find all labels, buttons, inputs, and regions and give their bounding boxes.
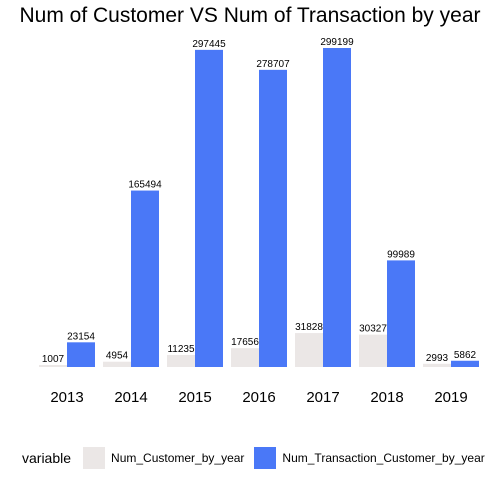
x-tick-label-2016: 2016	[242, 389, 275, 406]
legend-title: variable	[22, 450, 71, 466]
bar-customer-2016	[231, 348, 259, 367]
legend-label-transaction: Num_Transaction_Customer_by_year	[282, 451, 484, 465]
bar-transaction-2018	[387, 260, 415, 367]
bar-transaction-2013	[67, 342, 95, 367]
bar-customer-2014	[103, 362, 131, 367]
x-tick-label-2013: 2013	[50, 389, 83, 406]
x-tick-label-2018: 2018	[370, 389, 403, 406]
data-label-transaction-2016: 278707	[256, 59, 290, 70]
data-label-customer-2013: 1007	[42, 354, 65, 365]
bar-customer-2018	[359, 335, 387, 367]
legend-item-customer: Num_Customer_by_year	[83, 447, 244, 469]
legend-swatch-transaction	[254, 447, 276, 469]
bar-customer-2019	[423, 364, 451, 367]
legend-swatch-customer	[83, 447, 105, 469]
data-label-transaction-2014: 165494	[128, 180, 162, 191]
data-label-transaction-2017: 299199	[320, 37, 354, 48]
data-label-customer-2018: 30327	[359, 324, 387, 335]
x-tick-label-2017: 2017	[306, 389, 339, 406]
bar-customer-2017	[295, 333, 323, 367]
bar-transaction-2014	[131, 191, 159, 367]
legend: variable Num_Customer_by_year Num_Transa…	[22, 446, 495, 470]
bar-customer-2013	[39, 365, 67, 367]
bar-transaction-2019	[451, 361, 479, 367]
x-tick-label-2015: 2015	[178, 389, 211, 406]
bar-transaction-2015	[195, 50, 223, 367]
data-label-customer-2019: 2993	[426, 353, 449, 364]
legend-label-customer: Num_Customer_by_year	[111, 451, 244, 465]
data-label-customer-2015: 11235	[167, 344, 195, 355]
x-tick-label-2014: 2014	[114, 389, 147, 406]
data-label-transaction-2019: 5862	[454, 350, 477, 361]
x-tick-label-2019: 2019	[434, 389, 467, 406]
data-label-customer-2017: 31828	[295, 322, 323, 333]
data-label-transaction-2018: 99989	[387, 249, 415, 260]
bar-transaction-2016	[259, 70, 287, 367]
legend-item-transaction: Num_Transaction_Customer_by_year	[254, 447, 484, 469]
data-label-transaction-2013: 23154	[67, 331, 95, 342]
bar-transaction-2017	[323, 48, 351, 367]
data-label-transaction-2015: 297445	[192, 39, 226, 50]
data-label-customer-2016: 17656	[231, 337, 259, 348]
bar-customer-2015	[167, 355, 195, 367]
data-label-customer-2014: 4954	[106, 351, 129, 362]
